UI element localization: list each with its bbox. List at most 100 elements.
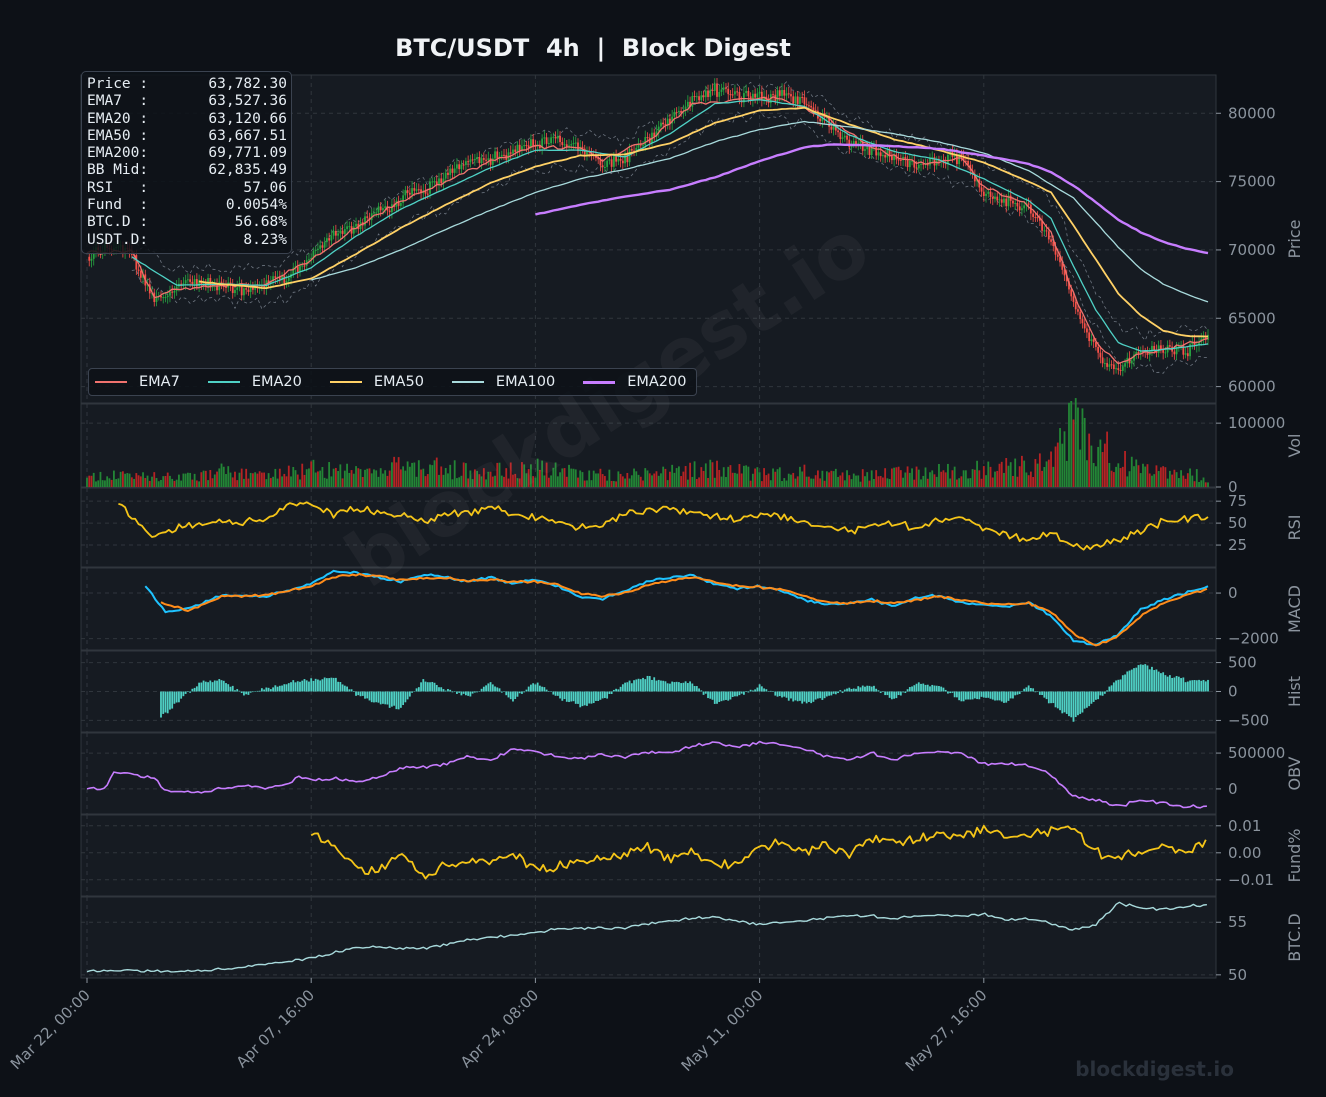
candle-body [711,89,714,91]
hist-bar [790,691,792,699]
hist-bar [590,691,593,704]
hist-bar [1047,691,1050,704]
volume-bar [386,475,389,487]
hist-bar [420,682,422,692]
hist-bar [426,682,429,692]
candle-body [442,178,445,184]
volume-bar [491,476,494,487]
xtick-label: Apr 24, 08:00 [457,986,542,1071]
hist-bar [769,690,772,692]
hist-bar [1103,691,1106,694]
hist-bar [1142,664,1144,692]
candle-body [846,135,848,140]
hist-bar [559,691,561,699]
volume-bar [1160,467,1162,487]
volume-bar [417,460,420,487]
candle-body [621,160,624,164]
volume-bar [189,472,192,487]
ylabel-rsi: RSI [1285,515,1304,541]
volume-bar [774,471,777,487]
volume-bar [610,480,613,487]
candle-body [1095,342,1097,347]
candle-body [790,94,792,97]
hist-bar [635,679,638,692]
hist-bar [433,682,436,692]
volume-bar [1034,459,1037,487]
candle-body [812,107,815,110]
hist-bar [637,678,640,692]
candle-body [355,223,357,227]
volume-bar [850,479,853,487]
hist-bar [460,691,463,696]
candle-body [1023,205,1026,209]
candle-body [431,181,434,183]
hist-bar [751,690,754,692]
hist-bar [1124,674,1126,692]
hist-bar [787,691,790,701]
candle-body [982,191,985,196]
hist-bar [610,691,613,694]
candle-body [1175,346,1178,355]
hist-bar [911,686,913,692]
hist-bar [619,686,622,692]
hist-bar [980,691,983,697]
candle-body [731,94,734,96]
hist-bar [1160,673,1162,692]
volume-bar [357,468,360,487]
hist-bar [305,680,308,692]
volume-bar [440,466,443,487]
candle-body [386,206,389,211]
hist-bar [947,691,949,694]
candle-body [754,93,757,98]
volume-bar [1097,446,1100,487]
hist-bar [561,691,564,701]
hist-bar [962,691,965,702]
legend-label: EMA200 [627,374,687,390]
volume-bar [218,468,221,487]
volume-bar [408,466,411,487]
hist-bar [1012,691,1014,699]
volume-bar [370,473,373,487]
hist-bar [357,691,360,696]
volume-bar [794,478,797,487]
candle-body [1189,344,1191,357]
volume-bar [229,472,232,487]
candle-body [1074,301,1077,310]
ytick-label-btcd: 50 [1228,966,1247,984]
candle-body [680,110,683,113]
hist-bar [978,691,981,700]
candle-body [962,155,965,161]
volume-bar [438,474,440,487]
volume-bar [637,474,640,487]
hist-bar [496,687,499,692]
hist-bar [1110,685,1113,692]
volume-bar [718,469,721,487]
volume-bar [485,479,487,487]
candle-body [191,281,194,285]
volume-bar [442,474,445,487]
volume-bar [1182,475,1185,487]
candle-body [1038,217,1041,221]
hist-bar [662,680,665,692]
hist-bar [1003,691,1005,703]
candle-body [234,289,236,294]
legend-label: EMA20 [251,374,302,390]
volume-bar [947,463,949,487]
candle-body [810,105,813,108]
hist-bar [550,691,552,692]
volume-bar [346,463,348,487]
candle-body [1128,357,1131,364]
hist-bar [884,691,887,696]
hist-bar [897,691,900,696]
candle-body [671,116,674,124]
candle-body [734,91,736,95]
volume-bar [92,472,95,487]
volume-bar [601,474,604,487]
hist-bar [982,691,985,698]
candle-body [471,159,474,161]
hist-bar [565,691,568,702]
hist-bar [303,679,306,692]
hist-bar [1195,680,1198,692]
hist-bar [1202,679,1205,692]
series-rsi [118,501,1209,551]
